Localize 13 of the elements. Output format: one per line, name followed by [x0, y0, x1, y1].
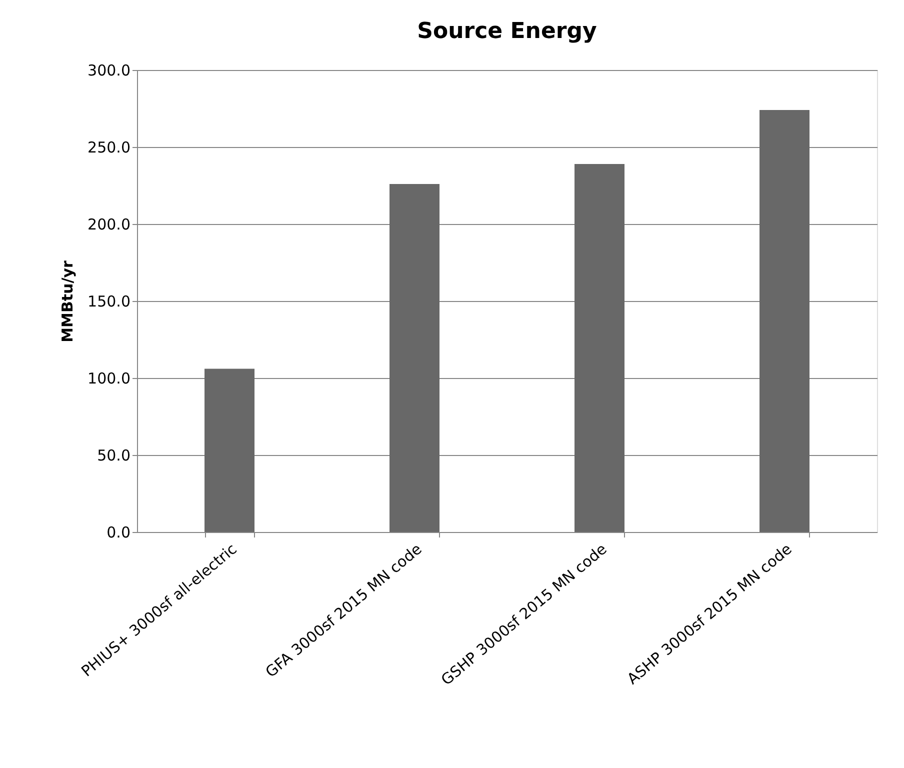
bar	[390, 184, 440, 532]
y-axis-title: MMBtu/yr	[58, 260, 77, 342]
y-tick-label: 250.0	[88, 138, 130, 156]
bar	[574, 164, 624, 532]
y-tick-label: 150.0	[88, 292, 130, 310]
y-tick-label: 300.0	[88, 62, 130, 80]
y-tick-label: 0.0	[106, 524, 130, 542]
y-tick-label: 100.0	[88, 370, 130, 388]
y-tick-label: 50.0	[97, 446, 130, 464]
chart-title: Source Energy	[417, 19, 597, 44]
y-tick-label: 200.0	[88, 216, 130, 234]
bar	[204, 368, 254, 532]
bar	[760, 110, 810, 532]
